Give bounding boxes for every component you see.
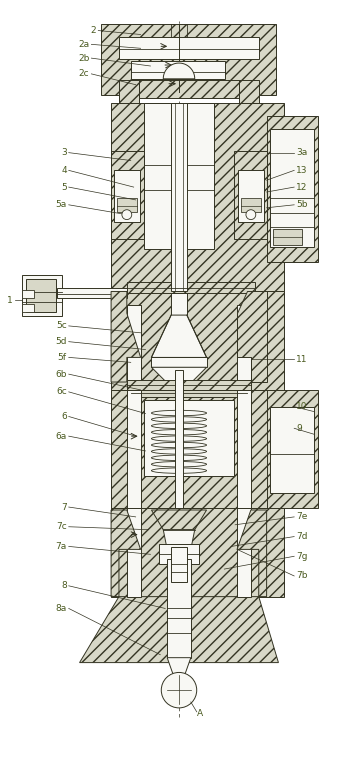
Bar [26, 278, 56, 312]
Bar [127, 508, 141, 597]
Bar [119, 80, 139, 104]
Text: 6: 6 [61, 412, 67, 421]
Polygon shape [151, 315, 207, 357]
Bar [270, 407, 314, 493]
Text: 11: 11 [296, 355, 308, 364]
Bar [267, 390, 318, 508]
Text: A: A [197, 709, 203, 718]
Text: 7a: 7a [55, 542, 67, 551]
Bar [127, 281, 255, 294]
Polygon shape [79, 597, 279, 663]
Text: 1: 1 [7, 296, 13, 304]
Text: 12: 12 [296, 183, 308, 192]
Bar [111, 291, 284, 390]
Bar [144, 400, 234, 476]
Text: 2a: 2a [78, 40, 90, 49]
Bar [114, 170, 140, 222]
Bar [127, 305, 141, 382]
Bar [111, 104, 284, 291]
Bar [237, 305, 251, 382]
Circle shape [246, 209, 256, 219]
Polygon shape [163, 63, 195, 79]
Text: 4: 4 [61, 166, 67, 175]
Bar [237, 508, 251, 597]
Text: 7c: 7c [56, 522, 67, 532]
Polygon shape [151, 357, 207, 367]
Polygon shape [111, 510, 141, 597]
Bar [119, 38, 259, 59]
Text: 2b: 2b [78, 54, 90, 63]
Text: 8a: 8a [55, 604, 67, 613]
Polygon shape [237, 510, 267, 597]
Bar [237, 390, 251, 508]
Bar [127, 380, 251, 390]
Text: 6b: 6b [55, 370, 67, 379]
Text: 13: 13 [296, 166, 308, 175]
Text: 7d: 7d [296, 532, 308, 541]
Text: 7g: 7g [296, 551, 308, 561]
Polygon shape [151, 367, 207, 387]
Text: 6a: 6a [55, 432, 67, 441]
Bar [159, 545, 199, 565]
Text: 5d: 5d [55, 337, 67, 346]
Text: 3: 3 [61, 148, 67, 157]
Polygon shape [167, 657, 191, 674]
Bar [101, 24, 276, 94]
Bar [167, 559, 191, 657]
Bar [238, 170, 263, 222]
Text: 10: 10 [296, 402, 308, 411]
Bar [57, 288, 127, 298]
Bar [267, 117, 318, 262]
Bar [23, 291, 34, 298]
Bar [131, 61, 225, 79]
Bar [144, 104, 214, 249]
Text: 5c: 5c [56, 321, 67, 331]
Bar [127, 390, 141, 508]
Polygon shape [163, 530, 195, 549]
Bar [111, 390, 284, 508]
Text: 5a: 5a [55, 200, 67, 209]
Text: 7b: 7b [296, 571, 308, 581]
Bar [111, 150, 144, 239]
Text: 7e: 7e [296, 512, 308, 522]
Text: 7: 7 [61, 502, 67, 512]
Bar [131, 390, 247, 397]
Bar [239, 80, 259, 104]
Bar [139, 80, 239, 97]
Text: 2: 2 [91, 26, 96, 35]
Text: 3a: 3a [296, 148, 308, 157]
Bar [270, 129, 314, 247]
Bar [23, 304, 34, 312]
Text: 5: 5 [61, 183, 67, 192]
Bar [171, 104, 187, 291]
Polygon shape [171, 294, 187, 315]
Text: 5f: 5f [58, 353, 67, 362]
Bar [272, 229, 302, 245]
Text: 5b: 5b [296, 200, 308, 209]
Text: 8: 8 [61, 581, 67, 591]
Bar [234, 150, 267, 239]
Text: 9: 9 [296, 424, 302, 433]
Circle shape [161, 673, 197, 708]
Polygon shape [151, 510, 207, 530]
Polygon shape [237, 291, 267, 382]
Text: 6c: 6c [56, 387, 67, 397]
Bar [111, 508, 284, 597]
Bar [117, 198, 137, 212]
Bar [23, 275, 62, 316]
Bar [241, 198, 261, 212]
Polygon shape [111, 291, 141, 382]
Text: 2c: 2c [79, 69, 90, 78]
Bar [175, 370, 183, 508]
Bar [171, 548, 187, 582]
Circle shape [122, 209, 132, 219]
